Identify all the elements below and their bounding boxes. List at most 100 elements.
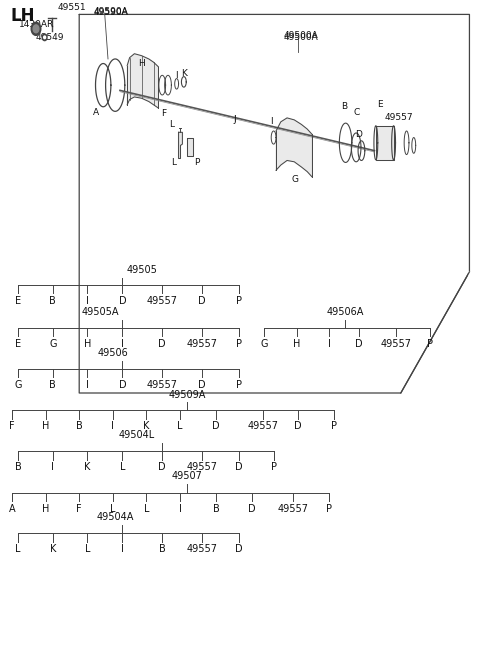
Text: G: G <box>260 339 268 348</box>
Circle shape <box>31 22 41 35</box>
Text: L: L <box>110 504 116 514</box>
Text: L: L <box>169 120 174 129</box>
Text: B: B <box>49 380 56 390</box>
Text: K: K <box>143 421 150 431</box>
Polygon shape <box>179 132 182 159</box>
Text: P: P <box>236 380 242 390</box>
Circle shape <box>42 34 47 41</box>
Text: K: K <box>49 544 56 554</box>
Circle shape <box>44 36 46 39</box>
Text: B: B <box>159 544 166 554</box>
Text: L: L <box>84 544 90 554</box>
Text: D: D <box>198 296 205 306</box>
Text: D: D <box>119 380 126 390</box>
Text: 49507: 49507 <box>172 472 203 481</box>
Text: 49557: 49557 <box>384 113 413 122</box>
Text: D: D <box>235 462 243 472</box>
Text: P: P <box>427 339 432 348</box>
Text: 49557: 49557 <box>381 339 411 348</box>
Circle shape <box>33 25 39 33</box>
Text: I: I <box>179 504 181 514</box>
Text: 49500A: 49500A <box>283 33 318 42</box>
Text: 49505A: 49505A <box>82 307 120 317</box>
Text: K: K <box>84 462 91 472</box>
Text: 49504L: 49504L <box>119 430 155 440</box>
Text: E: E <box>15 339 21 348</box>
Text: D: D <box>158 462 166 472</box>
Text: 49505: 49505 <box>126 265 157 275</box>
Text: L: L <box>171 158 176 167</box>
Text: B: B <box>76 421 83 431</box>
Text: G: G <box>14 380 22 390</box>
Text: P: P <box>236 296 242 306</box>
Text: P: P <box>236 339 242 348</box>
Text: 49500A: 49500A <box>283 31 318 41</box>
Text: LH: LH <box>11 7 35 24</box>
Text: 1430AR: 1430AR <box>19 20 54 29</box>
Text: H: H <box>138 59 145 68</box>
Text: 49557: 49557 <box>186 544 217 554</box>
Text: L: L <box>177 421 183 431</box>
Text: 49557: 49557 <box>277 504 308 514</box>
Text: 49557: 49557 <box>248 421 278 431</box>
Text: H: H <box>42 421 49 431</box>
Text: D: D <box>235 544 243 554</box>
Text: B: B <box>49 296 56 306</box>
Text: I: I <box>328 339 331 348</box>
Polygon shape <box>127 54 158 108</box>
Text: L: L <box>15 544 21 554</box>
Polygon shape <box>376 126 394 160</box>
Text: D: D <box>198 380 205 390</box>
Text: P: P <box>194 158 200 167</box>
Text: 49590A: 49590A <box>94 8 128 17</box>
Text: C: C <box>354 108 360 117</box>
Text: G: G <box>49 339 57 348</box>
Text: 49504A: 49504A <box>96 512 134 522</box>
Text: F: F <box>161 109 166 119</box>
Text: 49557: 49557 <box>186 462 217 472</box>
Text: P: P <box>331 421 336 431</box>
Text: A: A <box>93 108 99 117</box>
Text: 49549: 49549 <box>36 33 64 42</box>
Text: A: A <box>9 504 15 514</box>
Text: I: I <box>51 462 54 472</box>
Text: E: E <box>377 100 383 109</box>
Text: L: L <box>144 504 149 514</box>
Text: E: E <box>15 296 21 306</box>
Text: 49557: 49557 <box>147 380 178 390</box>
Text: F: F <box>9 421 15 431</box>
Text: 49551: 49551 <box>58 3 86 12</box>
Text: D: D <box>294 421 301 431</box>
Text: 49590A: 49590A <box>94 7 128 16</box>
Text: 49506A: 49506A <box>327 307 364 317</box>
Text: D: D <box>356 130 362 139</box>
Text: D: D <box>119 296 126 306</box>
Text: D: D <box>158 339 166 348</box>
Text: G: G <box>292 175 299 184</box>
Text: L: L <box>120 462 125 472</box>
Text: B: B <box>213 504 219 514</box>
Text: D: D <box>248 504 256 514</box>
Text: F: F <box>76 504 82 514</box>
Text: P: P <box>326 504 332 514</box>
Polygon shape <box>187 138 193 156</box>
Text: J: J <box>234 115 237 124</box>
Text: D: D <box>212 421 220 431</box>
Text: P: P <box>271 462 276 472</box>
Text: H: H <box>42 504 49 514</box>
Text: D: D <box>355 339 363 348</box>
Text: B: B <box>342 102 348 111</box>
Text: I: I <box>121 544 124 554</box>
Text: I: I <box>175 71 178 81</box>
Text: I: I <box>86 380 89 390</box>
Text: H: H <box>84 339 91 348</box>
Text: I: I <box>270 117 273 126</box>
Text: I: I <box>121 339 124 348</box>
Text: 49557: 49557 <box>186 339 217 348</box>
Text: 49506: 49506 <box>97 348 128 358</box>
Text: H: H <box>293 339 300 348</box>
Text: K: K <box>181 69 187 78</box>
Text: B: B <box>15 462 22 472</box>
Text: 49557: 49557 <box>147 296 178 306</box>
Text: I: I <box>86 296 89 306</box>
